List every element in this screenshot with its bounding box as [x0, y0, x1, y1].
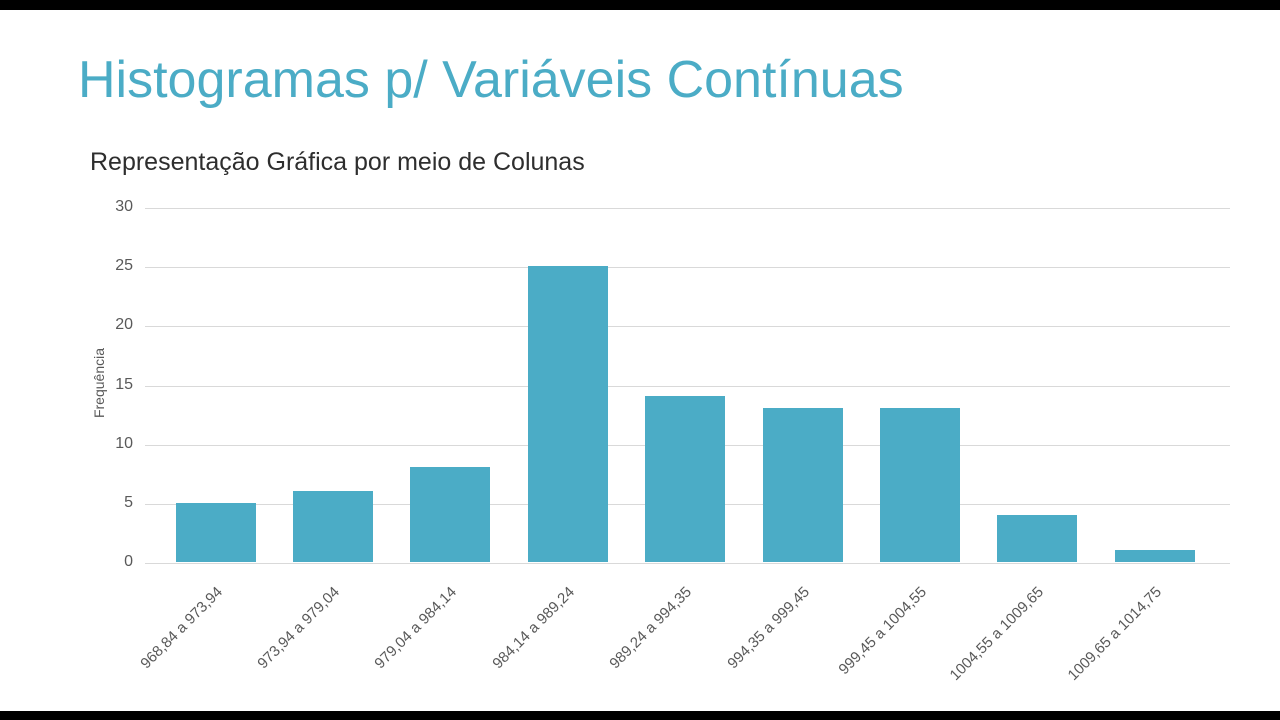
x-tick-label: 1004,55 a 1009,65	[946, 583, 1048, 684]
bar-7	[997, 514, 1078, 562]
x-tick-label: 968,84 a 973,94	[136, 583, 226, 673]
slide-title: Histogramas p/ Variáveis Contínuas	[78, 51, 904, 109]
slide: Histogramas p/ Variáveis Contínuas Repre…	[0, 10, 1280, 711]
bar-5	[762, 408, 843, 562]
x-tick-label: 989,24 a 994,35	[606, 583, 696, 673]
x-tick-label: 979,04 a 984,14	[371, 583, 461, 673]
histogram-plot-area: 0 5 10 15 20 25 30 968,84 a 973,94 973,94 a 979,…	[115, 198, 1230, 684]
y-tick-label: 10	[115, 434, 133, 452]
gridline-y-20	[145, 326, 1230, 328]
bar-4	[645, 396, 726, 562]
y-tick-label: 25	[115, 257, 133, 275]
bar-8	[1114, 550, 1195, 562]
y-tick-label: 5	[124, 493, 133, 511]
x-tick-label: 973,94 a 979,04	[254, 583, 343, 673]
x-tick-label: 994,35 a 999,45	[723, 583, 813, 673]
bar-6	[879, 408, 960, 562]
chart-title: Representação Gráfica por meio de Coluna…	[90, 148, 585, 176]
bar-0	[175, 502, 256, 562]
gridline-y-15	[145, 385, 1230, 387]
y-tick-label: 30	[115, 198, 133, 215]
x-tick-label: 1009,65 a 1014,75	[1064, 583, 1165, 684]
gridline-y-30	[145, 208, 1230, 209]
gridline-y-0	[145, 563, 1230, 564]
bar-2	[410, 467, 491, 562]
bar-1	[292, 491, 373, 562]
y-tick-label: 0	[124, 553, 133, 570]
y-tick-label: 15	[115, 375, 133, 393]
gridline-y-25	[145, 267, 1230, 269]
y-tick-label: 20	[115, 316, 133, 334]
x-tick-label: 984,14 a 989,24	[489, 583, 578, 673]
bar-3	[527, 266, 608, 562]
x-tick-label: 999,45 a 1004,55	[835, 583, 930, 679]
